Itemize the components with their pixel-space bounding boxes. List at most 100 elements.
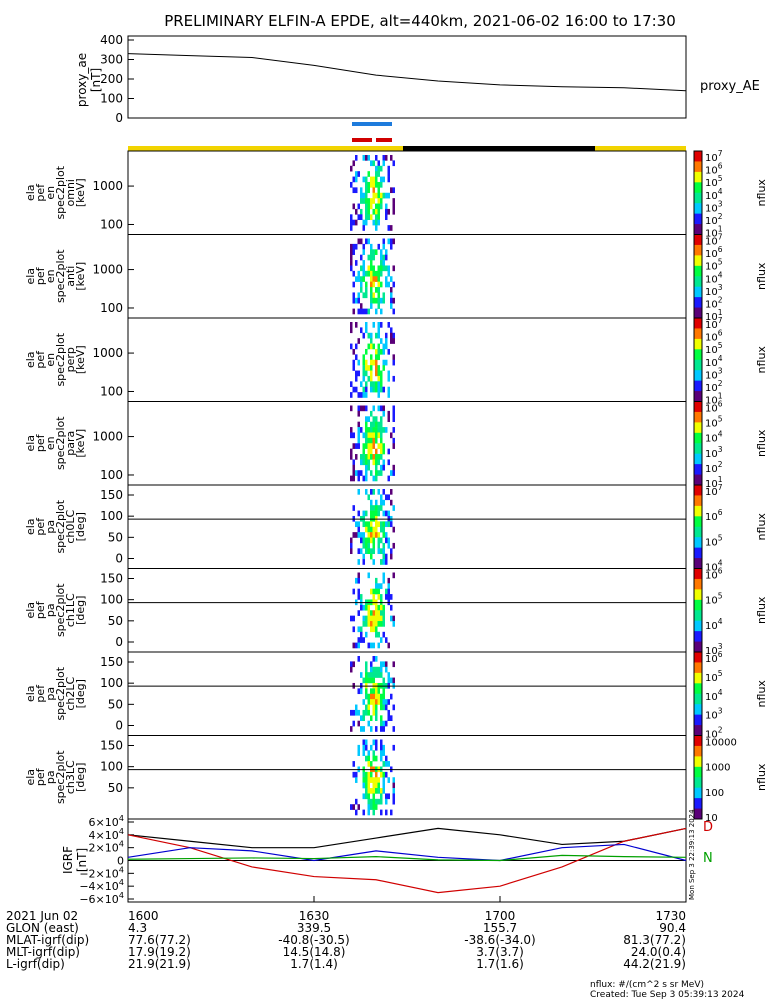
spec-ylabel-line: en	[44, 269, 57, 283]
spec-cell	[375, 370, 378, 377]
spec-cell	[362, 604, 365, 611]
spec-cell	[372, 588, 375, 595]
spec-cell	[377, 610, 380, 616]
spec-cell	[387, 448, 390, 455]
spec-cell	[380, 521, 383, 528]
spec-cell	[375, 499, 378, 506]
spec-cell	[365, 214, 368, 221]
spec-cell	[382, 448, 385, 455]
spec-cell	[360, 470, 363, 476]
spec-cell	[372, 798, 375, 805]
spec-cell	[365, 542, 368, 549]
spec-cell	[392, 793, 395, 800]
spec-cell	[372, 292, 375, 299]
spec-ytick-label: 50	[108, 697, 123, 711]
spec-cell	[352, 292, 355, 299]
spec-cell	[362, 793, 365, 800]
spec-ylabel-line: en	[44, 186, 57, 200]
spec-cell	[357, 594, 360, 600]
spec-cell	[390, 715, 393, 722]
spec-cell	[377, 588, 380, 595]
spec-cell	[365, 322, 368, 328]
spec-cell	[387, 176, 390, 183]
spec-cell	[390, 604, 393, 611]
colorbar-segment	[694, 620, 702, 632]
spec-cell	[380, 370, 383, 377]
spec-cell	[382, 577, 385, 584]
colorbar-segment	[694, 568, 702, 580]
spec-cell	[372, 809, 375, 816]
igrf-timestamp: Mon Sep 3 22:39:13 2024	[688, 809, 696, 900]
spec-cell	[352, 243, 355, 250]
spec-cell	[372, 782, 375, 789]
spec-cell	[372, 559, 375, 565]
spec-cell	[372, 254, 375, 261]
spec-cell	[370, 338, 373, 344]
spec-cell	[357, 709, 360, 716]
spec-cell	[377, 459, 380, 466]
spec-ytick-label: 1000	[92, 430, 123, 444]
spec-cell	[367, 494, 370, 501]
spec-cell	[372, 421, 375, 428]
spec-cell	[365, 432, 368, 439]
spec-cell	[375, 672, 378, 678]
spec-cell	[352, 464, 355, 471]
spec-frame	[127, 735, 687, 820]
spec-cell	[375, 804, 378, 810]
spec-ylabel-line: omni	[64, 179, 77, 206]
spec-cell	[370, 365, 373, 371]
spec-cell	[387, 270, 390, 277]
spec-cell	[357, 521, 360, 528]
spec-cell	[382, 548, 385, 555]
fgm-bar-2	[376, 138, 392, 142]
spec-panel-0: 1000100elapefenspec2plotomni[keV]1071061…	[24, 149, 768, 240]
spec-cell	[370, 254, 373, 261]
spec-cell	[365, 666, 368, 673]
spec-cell	[385, 637, 388, 643]
colorbar-tick-label: 105	[705, 174, 723, 189]
spec-cell	[382, 292, 385, 299]
spec-cell	[365, 421, 368, 428]
spec-cell	[392, 265, 395, 272]
spec-cell	[365, 176, 368, 183]
spec-cell	[352, 626, 355, 633]
spec-cell	[392, 443, 395, 449]
spec-cell	[382, 788, 385, 794]
colorbar-tick-label: 104	[705, 187, 723, 202]
igrf-ytick-label: 0	[117, 855, 124, 868]
spec-cell	[392, 782, 395, 789]
colorbar-tick-label: 104	[705, 270, 723, 285]
igrf-ytick-label: 6×104	[89, 813, 124, 829]
spec-cell	[387, 375, 390, 382]
spec-cell	[372, 505, 375, 511]
spec-ylabel-line: pef	[34, 767, 47, 786]
spec-cell	[380, 621, 383, 627]
spec-cell	[367, 777, 370, 783]
spec-cell	[380, 726, 383, 732]
spec-cell	[365, 677, 368, 684]
spec-cell	[367, 804, 370, 810]
spec-cell	[382, 176, 385, 183]
spec-cell	[355, 155, 358, 161]
spec-ytick-label: 150	[100, 488, 123, 502]
spec-cell	[380, 793, 383, 800]
spec-cell	[352, 348, 355, 355]
spec-cell	[385, 553, 388, 560]
spec-cell	[370, 359, 373, 366]
spec-cell	[372, 427, 375, 433]
spec-cell	[370, 553, 373, 560]
spec-cell	[385, 208, 388, 215]
spec-cell	[360, 427, 363, 433]
spec-cell	[372, 793, 375, 800]
colorbar-segment	[694, 641, 702, 653]
spec-cell	[377, 454, 380, 460]
spec-cell	[375, 427, 378, 433]
spec-cell	[365, 510, 368, 517]
spec-cell	[367, 214, 370, 221]
spec-cell	[372, 537, 375, 544]
spec-cell	[375, 526, 378, 533]
spec-ylabel-line: ela	[24, 268, 37, 285]
spec-cell	[375, 176, 378, 183]
colorbar-tick-label: 103	[705, 199, 723, 214]
spec-cell	[352, 219, 355, 226]
